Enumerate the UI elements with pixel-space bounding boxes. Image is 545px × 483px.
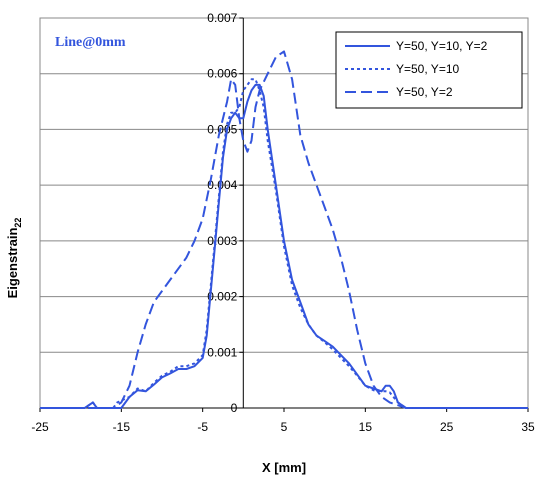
x-tick-label: 15 — [359, 420, 373, 434]
series-group — [40, 50, 528, 409]
legend-label-1: Y=50, Y=10, Y=2 — [396, 39, 488, 53]
legend-box — [335, 31, 523, 109]
x-tick-label: -15 — [113, 420, 131, 434]
x-tick-label: -5 — [197, 420, 208, 434]
x-tick-label: 35 — [521, 420, 535, 434]
x-tick-label: -25 — [31, 420, 49, 434]
series-line-3 — [40, 50, 528, 409]
x-axis-title: X [mm] — [262, 460, 306, 475]
y-tick-label: 0.005 — [207, 122, 237, 136]
y-axis-title-subscript: 22 — [13, 218, 23, 228]
y-tick-label: 0.004 — [207, 178, 237, 192]
chart-annotation: Line@0mm — [55, 35, 126, 50]
y-tick-label: 0.006 — [207, 67, 237, 81]
y-tick-label: 0.003 — [207, 234, 237, 248]
y-tick-label: 0.007 — [207, 11, 237, 25]
y-tick-label: 0.002 — [207, 290, 237, 304]
x-tick-label: 25 — [440, 420, 454, 434]
legend: Y=50, Y=10, Y=2 Y=50, Y=10 Y=50, Y=2 — [335, 31, 523, 109]
y-tick-label: 0.001 — [207, 345, 237, 359]
x-axis: -25 -15 -5 5 15 25 35 — [31, 407, 535, 434]
legend-label-2: Y=50, Y=10 — [396, 62, 459, 76]
series-line-2 — [40, 78, 528, 409]
y-axis-title-main: Eigenstrain — [5, 228, 20, 299]
y-axis-title: Eigenstrain22 — [5, 218, 23, 299]
x-tick-label: 5 — [281, 420, 288, 434]
legend-label-3: Y=50, Y=2 — [396, 85, 453, 99]
